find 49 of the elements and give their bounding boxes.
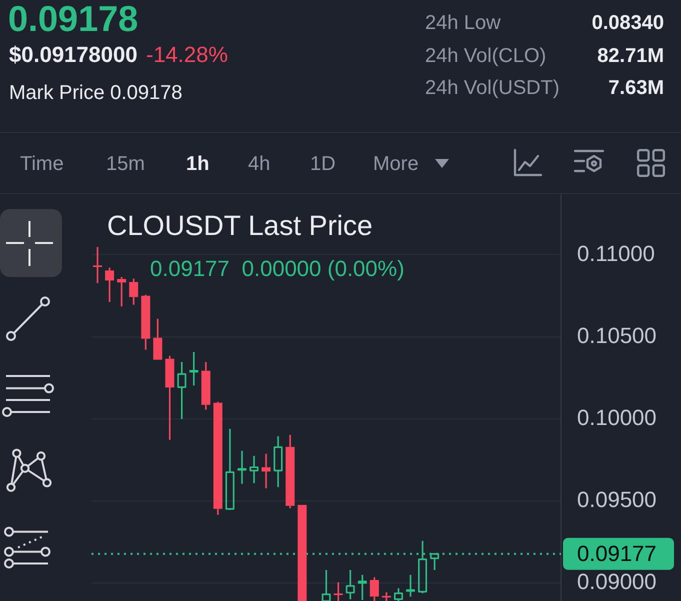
text: 24h Low	[425, 11, 501, 36]
candlestick	[322, 569, 331, 601]
candlestick	[334, 581, 343, 601]
text: 7.63M	[608, 76, 664, 101]
candlestick	[177, 361, 186, 420]
candlestick	[286, 434, 295, 510]
candlestick	[370, 576, 379, 601]
text: 24h Vol(CLO)	[425, 44, 546, 69]
candlestick	[93, 246, 102, 284]
candlestick	[141, 294, 150, 351]
candlestick	[358, 574, 367, 601]
text: 24h Vol(USDT)	[425, 76, 560, 101]
y-tick-label: 0.09500	[577, 486, 657, 512]
candlestick	[382, 592, 391, 601]
text: 1D	[310, 152, 336, 177]
candlestick	[262, 452, 271, 490]
text: 4h	[248, 152, 270, 177]
ref-line-label: 0.09177	[577, 540, 657, 566]
candlestick	[225, 428, 234, 511]
text: 15m	[106, 152, 145, 177]
candlestick	[153, 318, 162, 360]
candlestick	[213, 400, 222, 516]
text: -14.28%	[146, 41, 228, 69]
text: Time	[20, 152, 64, 177]
candlestick	[189, 351, 198, 386]
candlestick	[237, 450, 246, 485]
y-tick-label: 0.10000	[577, 404, 657, 430]
candlestick	[129, 278, 138, 306]
text: 0.09178	[8, 0, 138, 39]
candlestick	[346, 569, 355, 600]
candlestick	[250, 455, 259, 484]
y-tick-label: 0.10500	[577, 322, 657, 348]
y-tick-label: 0.09000	[577, 569, 657, 594]
text: 82.71M	[597, 44, 664, 69]
candlestick	[274, 435, 283, 488]
candlestick	[165, 355, 174, 441]
text: 1h	[186, 152, 210, 177]
annotation: 0.09177 0.00000 (0.00%)	[150, 255, 404, 283]
y-tick-label: 0.11000	[577, 240, 655, 266]
candlestick	[105, 266, 114, 303]
candlestick	[406, 574, 416, 598]
text: Mark Price 0.09178	[9, 81, 182, 106]
text: 0.08340	[592, 11, 664, 36]
candlestick	[394, 587, 403, 601]
candlestick	[201, 361, 210, 411]
text: More	[373, 152, 419, 177]
text: CLOUSDT Last Price	[107, 209, 373, 243]
candlestick	[117, 276, 126, 308]
text: $0.09178000	[9, 41, 138, 69]
